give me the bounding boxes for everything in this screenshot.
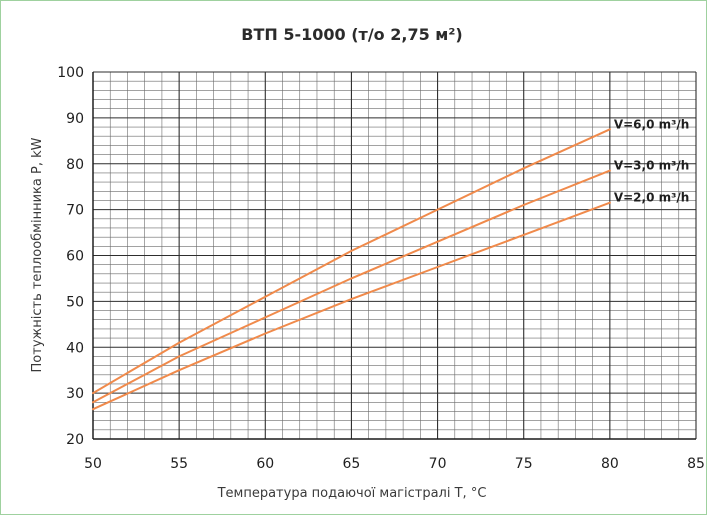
y-tick-label: 60	[66, 249, 84, 265]
y-tick-label: 100	[57, 65, 84, 81]
grid	[92, 71, 697, 440]
y-tick-label: 90	[66, 111, 84, 127]
x-tick-label: 55	[170, 456, 188, 472]
chart-title: ВТП 5-1000 (т/о 2,75 м²)	[241, 25, 462, 44]
series-line	[92, 128, 611, 395]
y-tick-label: 80	[66, 157, 84, 173]
series-label: V=2,0 m³/h	[614, 191, 689, 205]
series-line	[92, 201, 611, 411]
x-tick-label: 65	[343, 456, 361, 472]
axes	[92, 72, 696, 440]
y-tick-label: 40	[66, 340, 84, 356]
y-tick-label: 30	[66, 386, 84, 402]
x-tick-label: 70	[429, 456, 447, 472]
series-labels: V=6,0 m³/h V=3,0 m³/h V=2,0 m³/h	[614, 117, 689, 204]
series-label: V=3,0 m³/h	[614, 159, 689, 173]
x-tick-label: 80	[601, 456, 619, 472]
x-axis-label: Температура подаючої магістралі T, °C	[217, 486, 487, 501]
series-lines	[92, 128, 611, 411]
series-label: V=6,0 m³/h	[614, 117, 689, 131]
tick-labels: 50 55 60 65 70 75 80 85 20 30 40 50 60 70 80 90 100	[57, 65, 705, 472]
x-tick-label: 85	[687, 456, 705, 472]
series-line	[92, 169, 611, 404]
y-axis-label: Потужність теплообмінника P, kW	[30, 137, 45, 372]
x-tick-label: 60	[256, 456, 274, 472]
y-tick-label: 70	[66, 203, 84, 219]
y-tick-label: 50	[66, 294, 84, 310]
x-tick-label: 75	[515, 456, 533, 472]
y-tick-label: 20	[66, 432, 84, 448]
x-tick-label: 50	[84, 456, 102, 472]
